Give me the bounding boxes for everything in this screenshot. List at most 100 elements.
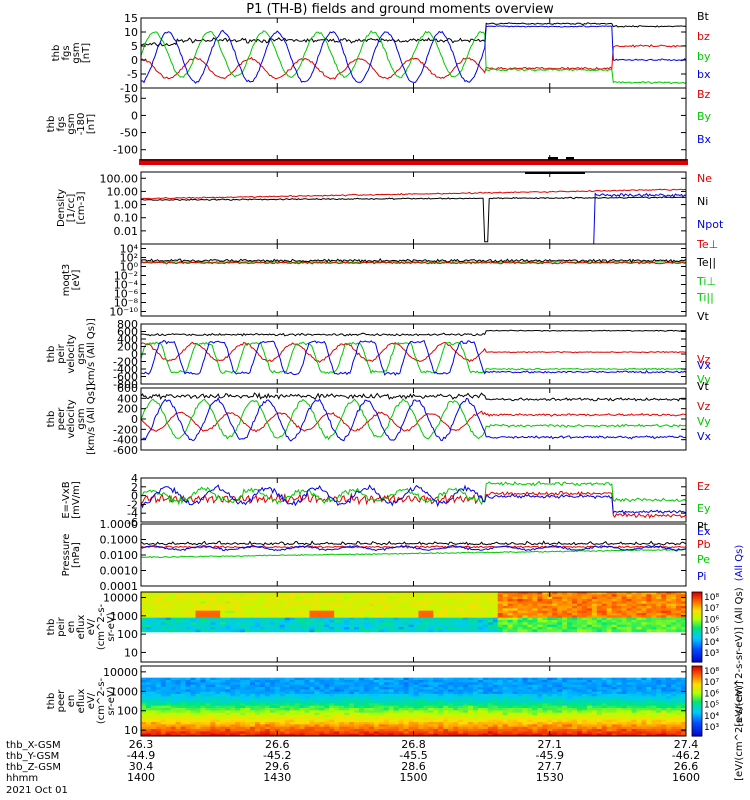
- ylabel-line: [mV/m]: [71, 481, 82, 519]
- ylabel-line: peer: [56, 689, 67, 713]
- legend-label: Vx: [697, 430, 712, 443]
- ylabel-line: fgs: [56, 116, 67, 131]
- ytick-label: -400: [113, 363, 138, 376]
- xaxis-tick-value: 1600: [672, 771, 700, 784]
- ylabel-line: sr-eV): [106, 686, 117, 715]
- ytick-label: 1000: [110, 685, 138, 698]
- legend-label: bz: [697, 30, 710, 43]
- ylabel-line: en: [66, 695, 77, 708]
- colorbar-tick-label: 10⁷: [704, 678, 719, 688]
- ytick-label: 0.0010: [100, 565, 139, 578]
- ylabel-line: eV/: [86, 618, 97, 635]
- legend-label: Vz: [697, 400, 711, 413]
- xaxis-row-label: thb_X-GSM: [6, 740, 61, 751]
- series-line-pressure-3: [141, 544, 686, 552]
- ytick-label: -5: [127, 68, 138, 81]
- ylabel-line: -180: [76, 113, 87, 136]
- series-line-density-0: [141, 188, 686, 200]
- legend-label: Ex: [697, 525, 711, 538]
- spectrogram-peir_spec: [141, 592, 686, 633]
- ytick-label: 1.00: [114, 199, 139, 212]
- legend-label: Vt: [697, 380, 710, 393]
- xaxis-tick-value: 30.4: [129, 760, 154, 773]
- ytick-label: 800: [117, 318, 138, 331]
- ytick-label: -400: [113, 434, 138, 447]
- legend-label: Vy: [697, 373, 711, 386]
- ytick-label: -600: [113, 444, 138, 457]
- ytick-label: 100.00: [100, 172, 139, 185]
- legend-label: Pb: [697, 538, 711, 551]
- ylabel-line: thb: [46, 619, 57, 636]
- ytick-label: 600: [117, 382, 138, 395]
- ylabel-line: (cm^2-s-: [96, 677, 107, 724]
- ylabel-line: thb: [46, 693, 57, 710]
- ytick-label: 10⁻¹⁰: [109, 306, 138, 319]
- colorbar-tick-label: 10⁴: [704, 638, 719, 648]
- ytick-label: 0: [131, 490, 138, 503]
- panel-frame: [140, 243, 687, 317]
- legend-label: Ey: [697, 502, 711, 515]
- panel-efield: 420-2-4-6 E=-VxB [mV/m] Ez Ey Ex: [61, 472, 711, 538]
- series-line-peer_vel-0: [141, 392, 686, 402]
- series-line-fgs-2: [141, 30, 686, 85]
- series-line-temp-1: [141, 257, 686, 264]
- ylabel-line: [nPa]: [71, 542, 82, 568]
- ylabel-line: gsm: [76, 408, 87, 429]
- ytick-label: 10²: [120, 252, 138, 265]
- ytick-label: -200: [113, 423, 138, 436]
- series-line-density-1: [141, 196, 686, 243]
- figure-title: P1 (TH-B) fields and ground moments over…: [246, 2, 554, 17]
- legend-label: Ti⊥: [696, 275, 716, 288]
- xaxis-tick-value: 26.6: [674, 760, 699, 773]
- series-line-peir_vel-2: [141, 341, 686, 375]
- state-mark: [525, 172, 585, 174]
- ytick-label: -200: [113, 356, 138, 369]
- xaxis-tick-value: -45.2: [263, 749, 291, 762]
- legend-label: Pt: [697, 520, 709, 533]
- series-line-pressure-0: [141, 540, 686, 546]
- legend-label: By: [697, 110, 712, 123]
- series-line-pressure-2: [141, 548, 686, 559]
- colorbar-tick-label: 10⁶: [704, 615, 719, 625]
- series-line-efield-2: [141, 484, 686, 515]
- ylabel-line: thb: [46, 411, 57, 428]
- xaxis-tick-value: -45.9: [536, 749, 564, 762]
- ytick-label: 10⁻²: [114, 270, 138, 283]
- ytick-label: 100: [117, 705, 138, 718]
- ytick-label: 10: [124, 26, 138, 39]
- legend-label: Bx: [697, 133, 712, 146]
- ylabel-line: [km/s (All Qs)]: [86, 383, 97, 455]
- ylabel-line: thb: [51, 45, 62, 62]
- legend-label: by: [697, 50, 711, 63]
- legend-label: Vz: [697, 353, 711, 366]
- series-line-peer_vel-1: [141, 410, 686, 433]
- colorbar-title: [eV/(cm^2-s-sr-eV)] (All Qs): [734, 587, 745, 726]
- ylabel-line: Pressure: [61, 534, 72, 577]
- ytick-label: 10: [124, 646, 138, 659]
- legend-label: Pe: [697, 553, 710, 566]
- ytick-label: 200: [117, 403, 138, 416]
- panel-frame: [140, 323, 687, 385]
- xaxis-tick-value: 1400: [127, 771, 155, 784]
- ytick-label: -4: [127, 507, 138, 520]
- ytick-label: 4: [131, 472, 138, 485]
- legend-label: Ti||: [696, 291, 714, 304]
- ytick-label: 10⁴: [120, 243, 139, 256]
- series-line-efield-0: [141, 490, 686, 519]
- series-line-peir_vel-0: [141, 329, 686, 337]
- ylabel-line: en: [66, 621, 77, 634]
- ytick-label: -800: [113, 378, 138, 391]
- date-label: 2021 Oct 01: [6, 785, 68, 796]
- colorbar-tick-label: 10⁵: [704, 627, 719, 637]
- colorbar-title: [eV/(cm^2-s-sr-eV)]: [734, 681, 745, 781]
- series-line-fgs-3: [141, 25, 686, 84]
- colorbar-tick-label: 10⁸: [704, 593, 719, 603]
- colorbar-tick-label: 10³: [704, 649, 719, 659]
- xaxis-tick-value: 26.8: [401, 738, 426, 751]
- ylabel-line: Density: [56, 189, 67, 227]
- ylabel-line: sr-eV): [106, 612, 117, 641]
